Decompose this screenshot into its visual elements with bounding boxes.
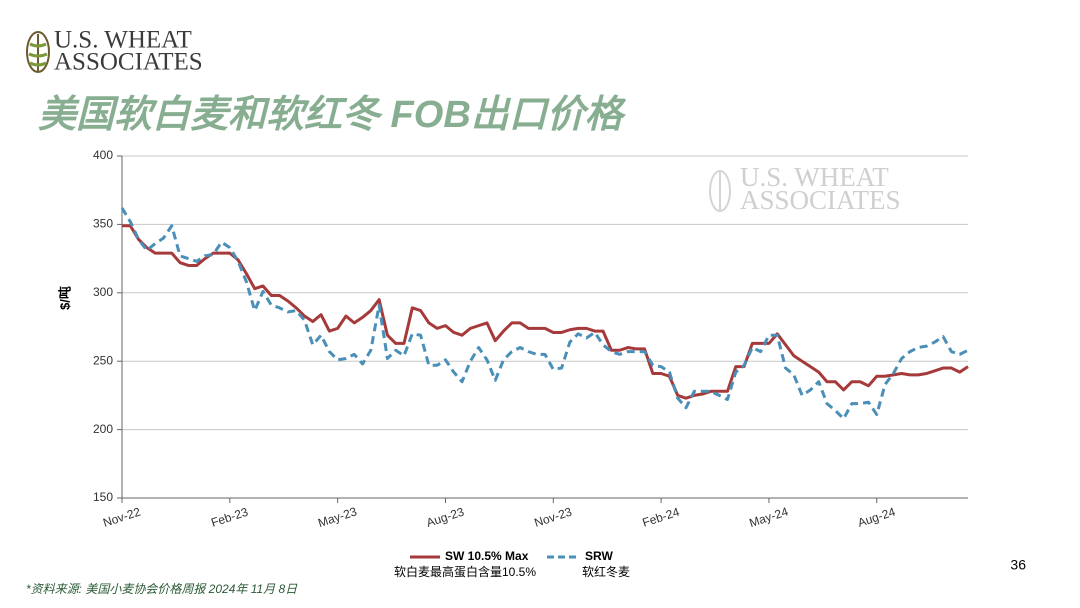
legend-label: SRW bbox=[585, 549, 613, 563]
y-tick-label: 200 bbox=[93, 422, 113, 436]
watermark: U.S. WHEAT ASSOCIATES bbox=[709, 162, 901, 215]
page-number: 36 bbox=[1010, 557, 1026, 573]
legend-label: SW 10.5% Max bbox=[445, 549, 529, 563]
y-tick-label: 150 bbox=[93, 490, 113, 504]
footnote: *资料来源: 美国小麦协会价格周报 2024年 11月 8日 bbox=[26, 582, 298, 596]
watermark-mark bbox=[709, 170, 731, 212]
series-line bbox=[120, 207, 969, 421]
x-tick-label: Nov-22 bbox=[101, 504, 142, 529]
watermark-text: ASSOCIATES bbox=[740, 185, 901, 215]
x-tick-label: May-23 bbox=[316, 504, 359, 530]
logo-mark bbox=[28, 42, 48, 67]
x-tick-label: Feb-24 bbox=[641, 505, 682, 530]
legend-description: 软红冬麦 bbox=[582, 564, 630, 579]
legend-description: 软白麦最高蛋白含量10.5% bbox=[394, 564, 536, 579]
slide-title: 美国软白麦和软红冬 FOB出口价格 bbox=[38, 94, 627, 136]
logo: U.S. WHEAT ASSOCIATES bbox=[26, 27, 203, 76]
logo-text: U.S. WHEAT bbox=[54, 27, 192, 54]
x-tick-label: May-24 bbox=[747, 504, 790, 530]
y-tick-label: 300 bbox=[93, 285, 113, 299]
logo-text: ASSOCIATES bbox=[54, 49, 203, 76]
watermark-text: U.S. WHEAT bbox=[740, 162, 889, 192]
x-tick-label: Aug-24 bbox=[856, 504, 897, 529]
x-tick-label: Feb-23 bbox=[209, 505, 250, 530]
y-axis-label: $/吨 bbox=[57, 286, 72, 310]
y-tick-label: 250 bbox=[93, 353, 113, 367]
y-tick-label: 350 bbox=[93, 217, 113, 231]
y-tick-label: 400 bbox=[93, 148, 113, 162]
x-tick-label: Aug-23 bbox=[425, 504, 466, 529]
series-line bbox=[122, 224, 969, 400]
legend: SW 10.5% Max 软白麦最高蛋白含量10.5% SRW 软红冬麦 bbox=[394, 549, 630, 579]
x-tick-label: Nov-23 bbox=[532, 504, 573, 529]
